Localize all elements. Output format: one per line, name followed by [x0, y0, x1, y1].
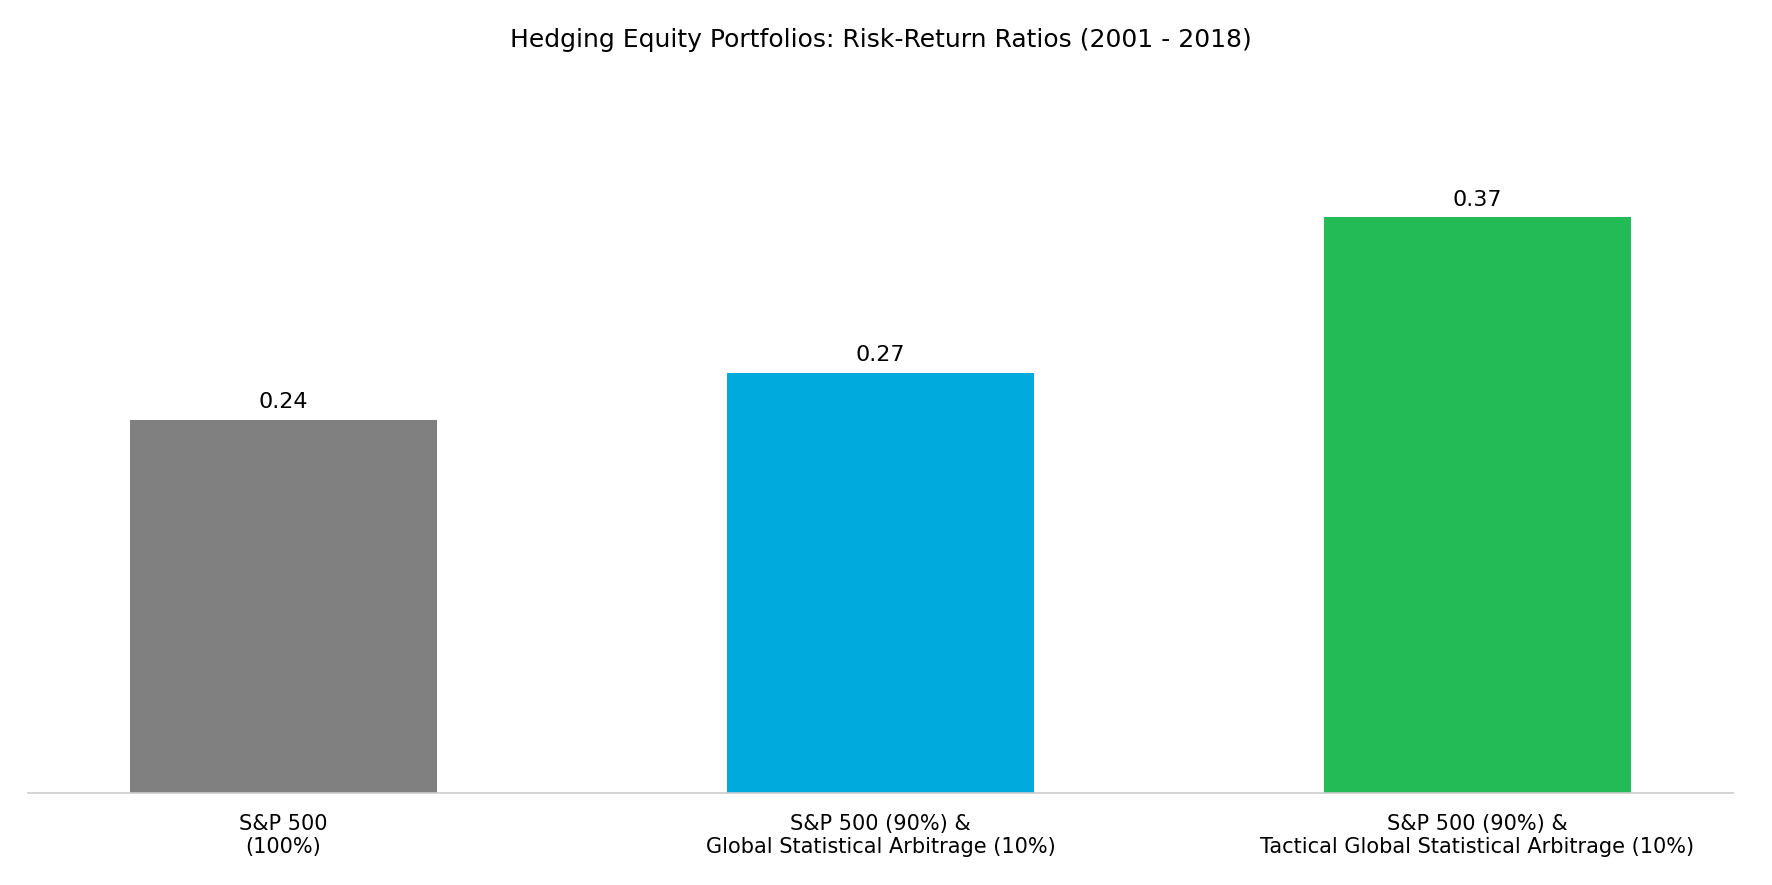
Title: Hedging Equity Portfolios: Risk-Return Ratios (2001 - 2018): Hedging Equity Portfolios: Risk-Return R… — [510, 27, 1251, 52]
Bar — [129, 419, 438, 793]
Text: 0.37: 0.37 — [1453, 189, 1503, 210]
Text: 0.27: 0.27 — [856, 345, 905, 366]
Text: 0.24: 0.24 — [259, 392, 308, 412]
Bar — [1324, 218, 1630, 793]
Bar — [727, 373, 1033, 793]
